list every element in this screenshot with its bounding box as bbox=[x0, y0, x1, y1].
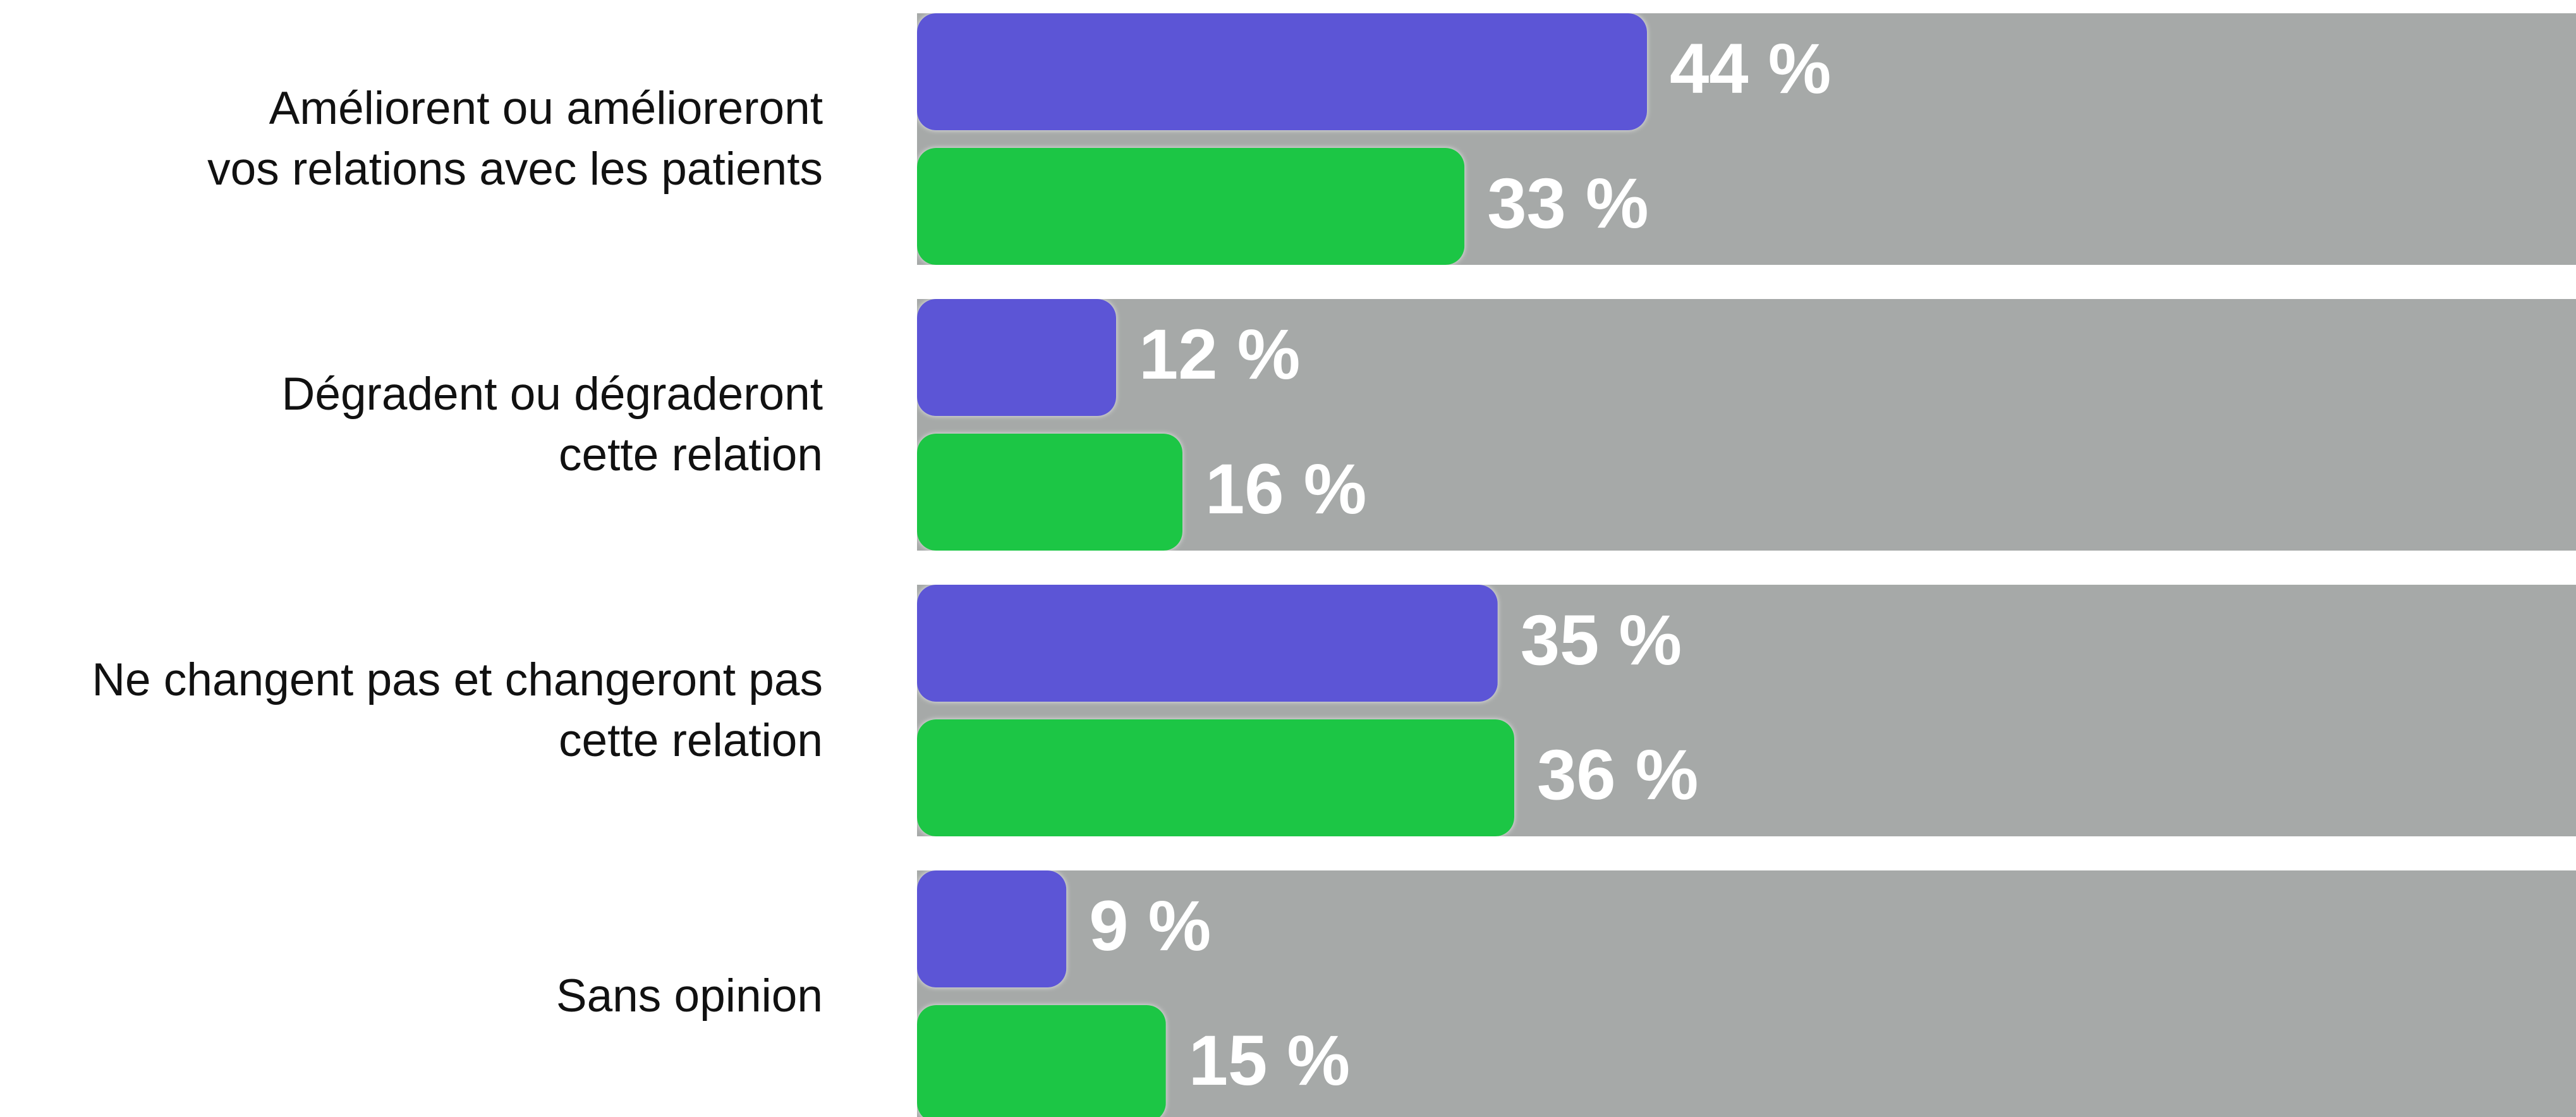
background-bar bbox=[917, 870, 2576, 1117]
value-label: 9 % bbox=[1089, 886, 1211, 965]
value-label: 44 % bbox=[1670, 29, 1831, 108]
category-label: Dégradent ou dégraderont cette relation bbox=[281, 369, 823, 480]
bar bbox=[917, 1005, 1166, 1117]
bar bbox=[917, 13, 1647, 130]
value-label: 33 % bbox=[1487, 164, 1648, 243]
bar bbox=[917, 585, 1498, 702]
background-bar bbox=[917, 299, 2576, 551]
value-label: 15 % bbox=[1189, 1021, 1350, 1100]
value-label: 12 % bbox=[1139, 315, 1300, 394]
value-label: 16 % bbox=[1205, 449, 1366, 528]
bar bbox=[917, 434, 1182, 551]
category-label: Ne changent pas et changeront pas cette … bbox=[92, 654, 823, 766]
bar bbox=[917, 870, 1067, 987]
value-label: 35 % bbox=[1521, 601, 1682, 680]
bar bbox=[917, 148, 1465, 265]
value-label: 36 % bbox=[1537, 735, 1698, 814]
bar bbox=[917, 299, 1116, 416]
bar bbox=[917, 719, 1514, 836]
category-label: Sans opinion bbox=[556, 970, 823, 1022]
category-label: Améliorent ou amélioreront vos relations… bbox=[207, 83, 823, 195]
